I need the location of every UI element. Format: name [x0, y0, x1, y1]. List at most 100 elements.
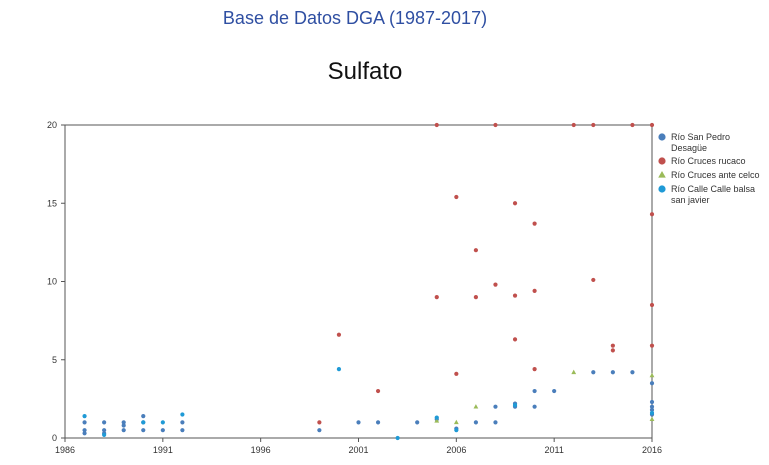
- series-2: [317, 122, 655, 425]
- data-point: [375, 388, 381, 394]
- data-point: [591, 122, 596, 128]
- data-point: [532, 404, 537, 409]
- legend-marker: [658, 171, 666, 178]
- data-point: [82, 428, 87, 433]
- data-point: [512, 403, 518, 408]
- data-point: [512, 293, 518, 298]
- data-point: [336, 332, 342, 337]
- data-point: [102, 420, 107, 425]
- data-point: [141, 420, 146, 425]
- data-point: [571, 369, 577, 375]
- y-tick-label: 5: [52, 355, 57, 365]
- legend-marker: [658, 133, 666, 141]
- x-tick-label: 1996: [251, 445, 271, 455]
- data-point: [160, 428, 165, 433]
- data-point: [82, 420, 87, 425]
- data-point: [649, 302, 655, 308]
- data-point: [649, 404, 655, 409]
- data-point: [336, 367, 342, 372]
- legend-label: Río Cruces ante celco: [671, 170, 760, 180]
- data-point: [356, 420, 361, 425]
- data-point: [512, 337, 518, 342]
- data-point: [532, 221, 537, 226]
- data-point: [591, 370, 596, 375]
- legend-marker: [658, 157, 666, 165]
- data-point: [552, 388, 557, 394]
- data-point: [473, 295, 478, 300]
- legend-label: Río San Pedro: [671, 132, 730, 142]
- data-point: [649, 212, 655, 217]
- data-point: [473, 404, 479, 409]
- data-point: [473, 420, 478, 425]
- data-point: [610, 348, 615, 353]
- data-point: [649, 122, 655, 128]
- data-point: [102, 428, 107, 433]
- x-tick-label: 1991: [153, 445, 173, 455]
- y-tick-label: 15: [47, 198, 57, 208]
- x-tick-label: 2016: [642, 445, 662, 455]
- data-point: [493, 420, 498, 425]
- chart-title: Sulfato: [327, 58, 403, 85]
- data-point: [121, 428, 126, 433]
- data-point: [415, 420, 420, 425]
- data-point: [180, 412, 185, 417]
- data-point: [453, 419, 459, 425]
- series-4: [82, 367, 655, 441]
- plot-area: [82, 122, 655, 441]
- data-point: [141, 413, 146, 419]
- data-point: [141, 428, 146, 433]
- data-point: [591, 277, 596, 283]
- data-point: [180, 428, 185, 433]
- data-point: [493, 122, 498, 128]
- legend-item: Río Cruces ante celco: [658, 170, 760, 180]
- data-point: [610, 343, 615, 348]
- data-point: [649, 381, 655, 386]
- data-point: [532, 288, 537, 293]
- data-point: [493, 404, 498, 409]
- data-point: [317, 428, 322, 433]
- data-point: [434, 122, 439, 128]
- data-point: [512, 201, 518, 206]
- legend-label: Río Cruces rucaco: [671, 156, 746, 166]
- data-point: [180, 420, 185, 425]
- legend-label: Desagüe: [671, 143, 707, 153]
- x-tick-label: 2001: [348, 445, 368, 455]
- data-point: [317, 420, 322, 425]
- data-point: [82, 413, 87, 419]
- data-point: [649, 410, 655, 416]
- data-point: [630, 370, 635, 375]
- legend-marker: [658, 185, 666, 193]
- data-point: [434, 415, 439, 420]
- series-3: [434, 369, 655, 425]
- data-point: [649, 416, 655, 422]
- y-tick-label: 20: [47, 120, 57, 130]
- legend-label: Río Calle Calle balsa: [671, 184, 755, 194]
- data-point: [121, 423, 126, 428]
- data-point: [649, 343, 655, 348]
- data-point: [649, 372, 655, 378]
- data-point: [454, 371, 459, 376]
- data-point: [121, 420, 126, 425]
- x-tick-label: 2011: [544, 445, 563, 455]
- data-point: [610, 370, 615, 375]
- data-point: [532, 388, 537, 394]
- data-point: [434, 295, 439, 300]
- plot-frame: [64, 124, 653, 439]
- x-tick-label: 1986: [55, 445, 75, 455]
- data-point: [493, 282, 498, 287]
- data-point: [630, 122, 635, 128]
- data-point: [395, 435, 400, 441]
- x-tick-label: 2006: [446, 445, 466, 455]
- data-point: [649, 407, 655, 412]
- data-point: [375, 420, 381, 425]
- data-point: [454, 428, 459, 433]
- chart-axes: 1986 1991 1996 2001 2006 2011 2016 0 5 10 15 20: [47, 120, 662, 455]
- y-tick-label: 0: [52, 433, 57, 443]
- data-point: [82, 431, 87, 436]
- source-header: Base de Datos DGA (1987-2017): [222, 8, 488, 28]
- data-point: [571, 122, 576, 128]
